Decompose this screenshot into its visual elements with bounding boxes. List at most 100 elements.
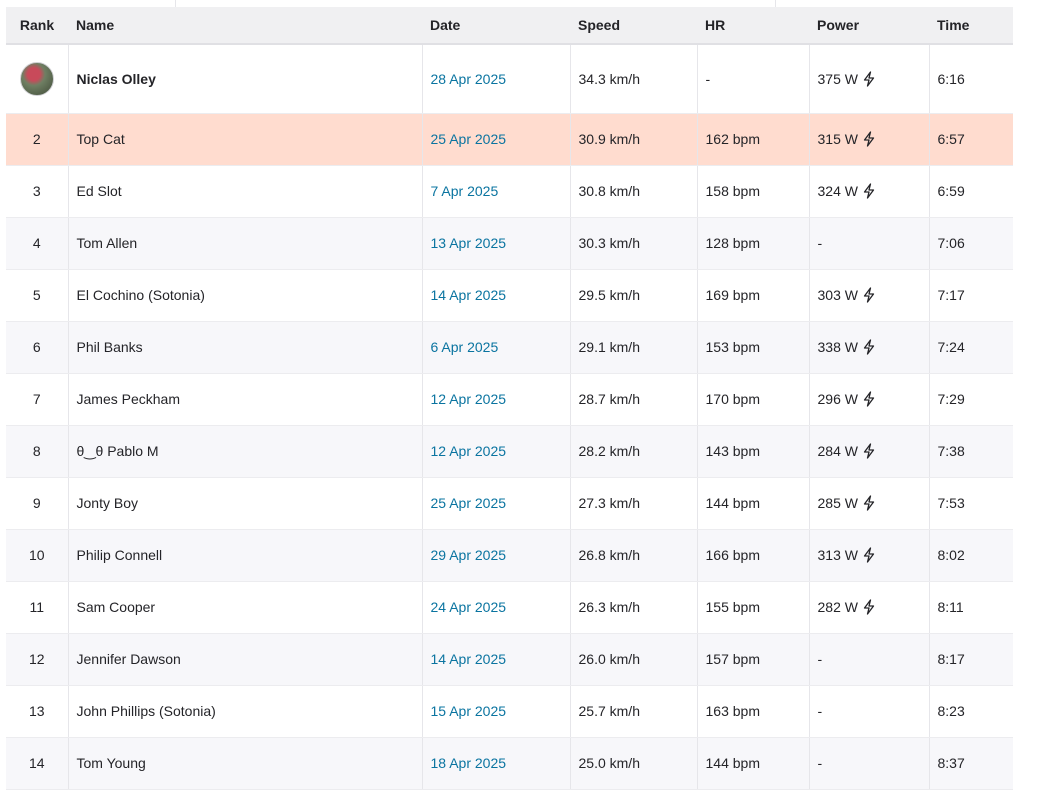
time-cell: 8:37 [928,737,1013,790]
power-cell: 324 W [808,165,929,218]
power-value: 338 W [817,339,858,355]
speed-cell: 29.5 km/h [569,269,697,322]
activity-date-link[interactable]: 14 Apr 2025 [421,633,570,686]
speed-cell: 27.3 km/h [569,477,697,530]
athlete-name-link[interactable]: Tom Allen [67,217,422,270]
column-header-date[interactable]: Date [422,7,570,45]
heart-rate-cell: 163 bpm [696,685,809,738]
avatar[interactable] [19,61,54,96]
athlete-name-link[interactable]: Sam Cooper [67,581,422,634]
athlete-name-link[interactable]: Top Cat [67,113,422,166]
power-value: 313 W [817,547,858,563]
table-row: 5 El Cochino (Sotonia) 14 Apr 2025 29.5 km/… [6,269,1013,322]
table-row: 7 James Peckham 12 Apr 2025 28.7 km/h 170 bp… [6,373,1013,426]
column-header-power[interactable]: Power [809,7,929,45]
athlete-name-link[interactable]: John Phillips (Sotonia) [67,685,422,738]
table-row: 9 Jonty Boy 25 Apr 2025 27.3 km/h 144 bpm 285… [6,477,1013,530]
rank-cell: 11 [6,581,68,634]
activity-date-link[interactable]: 12 Apr 2025 [421,425,570,478]
power-cell: 303 W [808,269,929,322]
time-cell: 7:53 [928,477,1013,530]
time-cell: 7:24 [928,321,1013,374]
athlete-name-link[interactable]: Philip Connell [67,529,422,582]
activity-date-link[interactable]: 12 Apr 2025 [421,373,570,426]
athlete-name-link[interactable]: El Cochino (Sotonia) [67,269,422,322]
table-row: 8 θ‿θ Pablo M 12 Apr 2025 28.2 km/h 143 bpm 2… [6,425,1013,478]
activity-date-link[interactable]: 6 Apr 2025 [421,321,570,374]
activity-date-link[interactable]: 25 Apr 2025 [421,477,570,530]
rank-cell: 7 [6,373,68,426]
speed-cell: 30.9 km/h [569,113,697,166]
power-cell: 375 W [808,44,929,114]
time-cell: 6:16 [928,44,1013,114]
speed-cell: 28.2 km/h [569,425,697,478]
activity-date-link[interactable]: 24 Apr 2025 [421,581,570,634]
column-header-time[interactable]: Time [929,7,1013,45]
column-header-speed[interactable]: Speed [570,7,697,45]
power-cell: - [808,737,929,790]
column-header-hr[interactable]: HR [697,7,809,45]
rank-cell: 6 [6,321,68,374]
rank-cell: 3 [6,165,68,218]
time-cell: 7:38 [928,425,1013,478]
rank-cell: 13 [6,685,68,738]
heart-rate-cell: 144 bpm [696,477,809,530]
power-value: 282 W [817,599,858,615]
athlete-name-link[interactable]: Phil Banks [67,321,422,374]
athlete-name-link[interactable]: θ‿θ Pablo M [67,425,422,478]
table-row: 14 Tom Young 18 Apr 2025 25.0 km/h 144 bpm - 8… [6,737,1013,790]
activity-date-link[interactable]: 25 Apr 2025 [421,113,570,166]
athlete-name-link[interactable]: Tom Young [67,737,422,790]
top-scroll-strip [0,0,1037,7]
power-cell: 315 W [808,113,929,166]
speed-cell: 26.8 km/h [569,529,697,582]
column-header-rank[interactable]: Rank [6,7,68,45]
activity-date-link[interactable]: 18 Apr 2025 [421,737,570,790]
rank-cell: 12 [6,633,68,686]
bolt-icon [862,599,876,615]
bolt-icon [862,547,876,563]
heart-rate-cell: 158 bpm [696,165,809,218]
athlete-name-link[interactable]: Ed Slot [67,165,422,218]
heart-rate-cell: 143 bpm [696,425,809,478]
heart-rate-cell: - [696,44,809,114]
speed-cell: 25.7 km/h [569,685,697,738]
power-value: - [817,651,823,667]
athlete-name-link[interactable]: Jonty Boy [67,477,422,530]
time-cell: 8:02 [928,529,1013,582]
power-value: 285 W [817,495,858,511]
power-value: 303 W [817,287,858,303]
athlete-name-link[interactable]: Jennifer Dawson [67,633,422,686]
power-value: 315 W [817,131,858,147]
heart-rate-cell: 166 bpm [696,529,809,582]
power-value: 375 W [817,70,858,87]
speed-cell: 30.3 km/h [569,217,697,270]
power-value: - [817,703,823,719]
power-cell: 282 W [808,581,929,634]
activity-date-link[interactable]: 14 Apr 2025 [421,269,570,322]
athlete-name-link[interactable]: James Peckham [67,373,422,426]
heart-rate-cell: 157 bpm [696,633,809,686]
table-row: 6 Phil Banks 6 Apr 2025 29.1 km/h 153 bpm 338… [6,321,1013,374]
bolt-icon [862,391,876,407]
column-header-name[interactable]: Name [68,7,422,45]
bolt-icon [862,131,876,147]
table-row: 4 Tom Allen 13 Apr 2025 30.3 km/h 128 bpm - 7:… [6,217,1013,270]
bolt-icon [862,443,876,459]
activity-date-link[interactable]: 28 Apr 2025 [421,44,570,114]
strip-divider [175,0,176,7]
heart-rate-cell: 169 bpm [696,269,809,322]
activity-date-link[interactable]: 7 Apr 2025 [421,165,570,218]
speed-cell: 29.1 km/h [569,321,697,374]
speed-cell: 30.8 km/h [569,165,697,218]
power-cell: 284 W [808,425,929,478]
power-cell: 296 W [808,373,929,426]
power-cell: 338 W [808,321,929,374]
table-row: 2 Top Cat 25 Apr 2025 30.9 km/h 162 bpm 315 W… [6,113,1013,166]
activity-date-link[interactable]: 15 Apr 2025 [421,685,570,738]
activity-date-link[interactable]: 29 Apr 2025 [421,529,570,582]
activity-date-link[interactable]: 13 Apr 2025 [421,217,570,270]
athlete-name-link[interactable]: Niclas Olley [67,44,422,114]
speed-cell: 25.0 km/h [569,737,697,790]
time-cell: 8:17 [928,633,1013,686]
